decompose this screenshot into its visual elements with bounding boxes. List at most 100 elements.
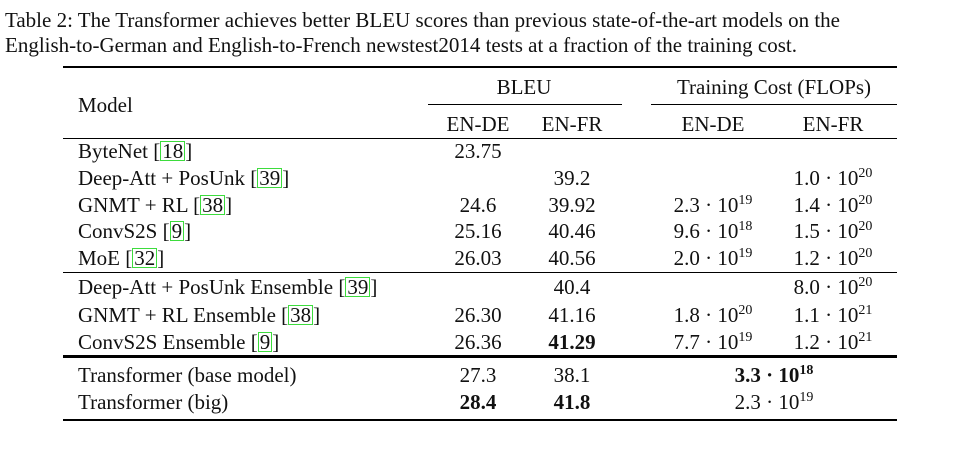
cost-mantissa: 1.8 [673, 303, 700, 327]
table-row-model: Transformer (big) [78, 390, 228, 414]
cost-exponent: 20 [738, 303, 753, 318]
ensemble-rule [63, 272, 897, 273]
model-name: MoE [78, 246, 120, 270]
table-row-model: GNMT + RL Ensemble [38] [78, 303, 321, 327]
cost-exponent: 19 [738, 330, 753, 345]
cost-mantissa: 7.7 [673, 330, 700, 354]
header-bleu-en-de: EN-DE [446, 112, 510, 136]
bleu-en-de-value: 25.16 [454, 219, 502, 243]
header-bleu: BLEU [496, 75, 552, 99]
table-row-model: Deep-Att + PosUnk [39] [78, 166, 290, 190]
bleu-en-de-value: 26.36 [454, 330, 502, 354]
cost-en-de-value: 2.0 · 1019 [673, 246, 753, 270]
cost-exponent: 20 [858, 219, 873, 234]
cost-exponent: 20 [858, 193, 873, 208]
model-name: Transformer (base model) [78, 363, 297, 387]
cost-exponent: 21 [858, 303, 873, 318]
citation-link[interactable]: 9 [169, 219, 185, 243]
citation-link[interactable]: 38 [288, 303, 314, 327]
cost-exponent: 20 [858, 246, 873, 261]
cost-mantissa: 8.0 [793, 275, 820, 299]
citation-link[interactable]: 38 [200, 193, 226, 217]
citation-link[interactable]: 9 [257, 330, 273, 354]
cost-en-de-value: 2.3 · 1019 [673, 193, 753, 217]
bleu-en-fr-value: 40.4 [553, 275, 591, 299]
bleu-en-de-value: 26.03 [454, 246, 502, 270]
cost-exponent: 19 [799, 390, 814, 405]
model-name: ByteNet [78, 139, 148, 163]
bottom-rule [63, 419, 897, 421]
bleu-en-fr-value: 40.46 [548, 219, 596, 243]
cost-en-fr-value: 8.0 · 1020 [793, 275, 873, 299]
cost-mantissa: 1.0 [793, 166, 820, 190]
bleu-en-fr-value: 41.8 [553, 390, 591, 414]
cost-mantissa: 9.6 [673, 219, 700, 243]
header-bleu-en-fr: EN-FR [541, 112, 603, 136]
cost-mantissa: 1.2 [793, 246, 820, 270]
bleu-en-de-value: 28.4 [459, 390, 497, 414]
cost-exponent: 20 [858, 275, 873, 290]
model-name: Transformer (big) [78, 390, 229, 414]
bleu-en-fr-value: 41.16 [548, 303, 596, 327]
cost-exponent: 18 [799, 363, 814, 378]
table-caption-line-2: English-to-German and English-to-French … [5, 33, 797, 57]
citation-link[interactable]: 39 [345, 275, 371, 299]
model-name: Deep-Att + PosUnk [78, 166, 245, 190]
model-name: Deep-Att + PosUnk Ensemble [78, 275, 334, 299]
cost-en-fr-value: 1.2 · 1021 [793, 330, 873, 354]
top-rule [63, 66, 897, 68]
cost-mantissa: 2.3 [673, 193, 700, 217]
cost-en-fr-value: 1.1 · 1021 [793, 303, 873, 327]
bleu-en-de-value: 26.30 [454, 303, 502, 327]
table-row-model: GNMT + RL [38] [78, 193, 233, 217]
table-row-model: Transformer (base model) [78, 363, 297, 387]
table-row-model: Deep-Att + PosUnk Ensemble [39] [78, 275, 378, 299]
cost-en-fr-value: 1.5 · 1020 [793, 219, 873, 243]
cost-exponent: 21 [858, 330, 873, 345]
model-name: ConvS2S Ensemble [78, 330, 246, 354]
cost-exponent: 19 [738, 193, 753, 208]
header-rule [63, 138, 897, 139]
bleu-en-fr-value: 41.29 [548, 330, 596, 354]
table-row-model: ConvS2S [9] [78, 219, 192, 243]
bleu-en-fr-value: 39.92 [548, 193, 596, 217]
model-name: ConvS2S [78, 219, 158, 243]
cost-exponent: 18 [738, 219, 753, 234]
bleu-en-fr-value: 38.1 [553, 363, 591, 387]
citation-link[interactable]: 18 [160, 139, 186, 163]
header-training-cost: Training Cost (FLOPs) [676, 75, 872, 99]
bleu-en-de-value: 24.6 [459, 193, 497, 217]
cost-mantissa: 3.3 [734, 363, 761, 387]
header-cost-en-fr: EN-FR [802, 112, 864, 136]
table-row-model: MoE [32] [78, 246, 165, 270]
citation-link[interactable]: 32 [132, 246, 158, 270]
cost-mantissa: 1.2 [793, 330, 820, 354]
cost-en-de-value: 1.8 · 1020 [673, 303, 753, 327]
model-name: GNMT + RL [78, 193, 188, 217]
bleu-en-de-value: 27.3 [459, 363, 497, 387]
header-model: Model [78, 93, 133, 117]
cost-mantissa: 1.1 [793, 303, 820, 327]
header-cost-en-de: EN-DE [681, 112, 745, 136]
bleu-en-fr-value: 39.2 [553, 166, 591, 190]
cost-mantissa: 1.4 [793, 193, 820, 217]
cost-combined-value: 2.3 · 1019 [734, 390, 814, 414]
table-row-model: ByteNet [18] [78, 139, 193, 163]
cost-en-fr-value: 1.4 · 1020 [793, 193, 873, 217]
model-name: GNMT + RL Ensemble [78, 303, 276, 327]
citation-link[interactable]: 39 [257, 166, 283, 190]
bleu-subrule [428, 104, 622, 105]
cost-en-fr-value: 1.2 · 1020 [793, 246, 873, 270]
cost-en-de-value: 9.6 · 1018 [673, 219, 753, 243]
table-caption-line-1: Table 2: The Transformer achieves better… [5, 8, 840, 32]
transformer-rule [63, 355, 897, 358]
cost-en-de-value: 7.7 · 1019 [673, 330, 753, 354]
cost-en-fr-value: 1.0 · 1020 [793, 166, 873, 190]
bleu-en-fr-value: 40.56 [548, 246, 596, 270]
cost-exponent: 19 [738, 246, 753, 261]
cost-mantissa: 1.5 [793, 219, 820, 243]
cost-mantissa: 2.0 [673, 246, 700, 270]
table-row-model: ConvS2S Ensemble [9] [78, 330, 280, 354]
cost-exponent: 20 [858, 166, 873, 181]
cost-combined-value: 3.3 · 1018 [734, 363, 814, 387]
